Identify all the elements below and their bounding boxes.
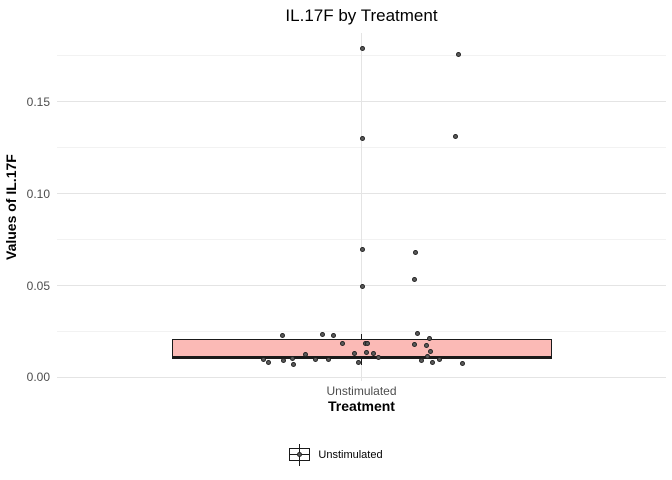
y-tick-label: 0.10 [26, 186, 50, 201]
jitter-point [414, 330, 420, 336]
jitter-point [339, 340, 345, 346]
jitter-point [427, 349, 433, 355]
jitter-point [455, 51, 461, 57]
jitter-point [302, 352, 308, 358]
jitter-point [411, 342, 417, 348]
jitter-point [412, 249, 418, 255]
y-tick-label: 0.00 [26, 370, 50, 385]
jitter-point [425, 353, 430, 359]
y-axis-title: Values of IL.17F [3, 154, 19, 260]
jitter-point [427, 336, 432, 342]
x-tick-label: Unstimulated [326, 384, 397, 398]
jitter-point [359, 136, 365, 142]
jitter-point [326, 357, 331, 363]
plot-title: IL.17F by Treatment [285, 6, 438, 25]
jitter-point [430, 360, 435, 366]
y-tick-label: 0.05 [26, 278, 50, 293]
boxplot-lower-whisker [361, 358, 362, 365]
jitter-point [289, 355, 295, 361]
jitter-point [452, 134, 458, 140]
x-axis-title: Treatment [328, 398, 395, 414]
jitter-point [412, 277, 417, 283]
jitter-point [352, 350, 357, 356]
legend-boxplot-key-icon [289, 441, 311, 469]
jitter-point [436, 356, 442, 362]
jitter-point [312, 356, 318, 362]
boxplot-upper-whisker [361, 334, 362, 340]
legend: Unstimulated [0, 440, 672, 470]
legend-key-point [297, 452, 303, 457]
jitter-point [371, 351, 376, 357]
jitter-point [320, 332, 325, 338]
gridline-x-major [361, 33, 362, 381]
legend-label: Unstimulated [318, 449, 383, 461]
plot-panel [57, 33, 666, 381]
jitter-point [376, 354, 381, 360]
y-tick-label: 0.15 [26, 94, 50, 109]
jitter-point [359, 284, 365, 290]
jitter-point [418, 358, 424, 364]
jitter-point [279, 333, 285, 339]
jitter-point [359, 46, 365, 52]
jitter-point [459, 361, 465, 367]
jitter-point [364, 340, 370, 346]
jitter-point [356, 360, 361, 366]
jitter-point [261, 356, 266, 362]
boxplot-median-line [171, 356, 552, 359]
jitter-point [423, 343, 429, 349]
jitter-point [290, 362, 296, 368]
jitter-point [363, 350, 369, 356]
jitter-point [330, 333, 336, 339]
jitter-point [265, 359, 271, 365]
jitter-point [280, 358, 286, 364]
jitter-point [359, 246, 365, 252]
